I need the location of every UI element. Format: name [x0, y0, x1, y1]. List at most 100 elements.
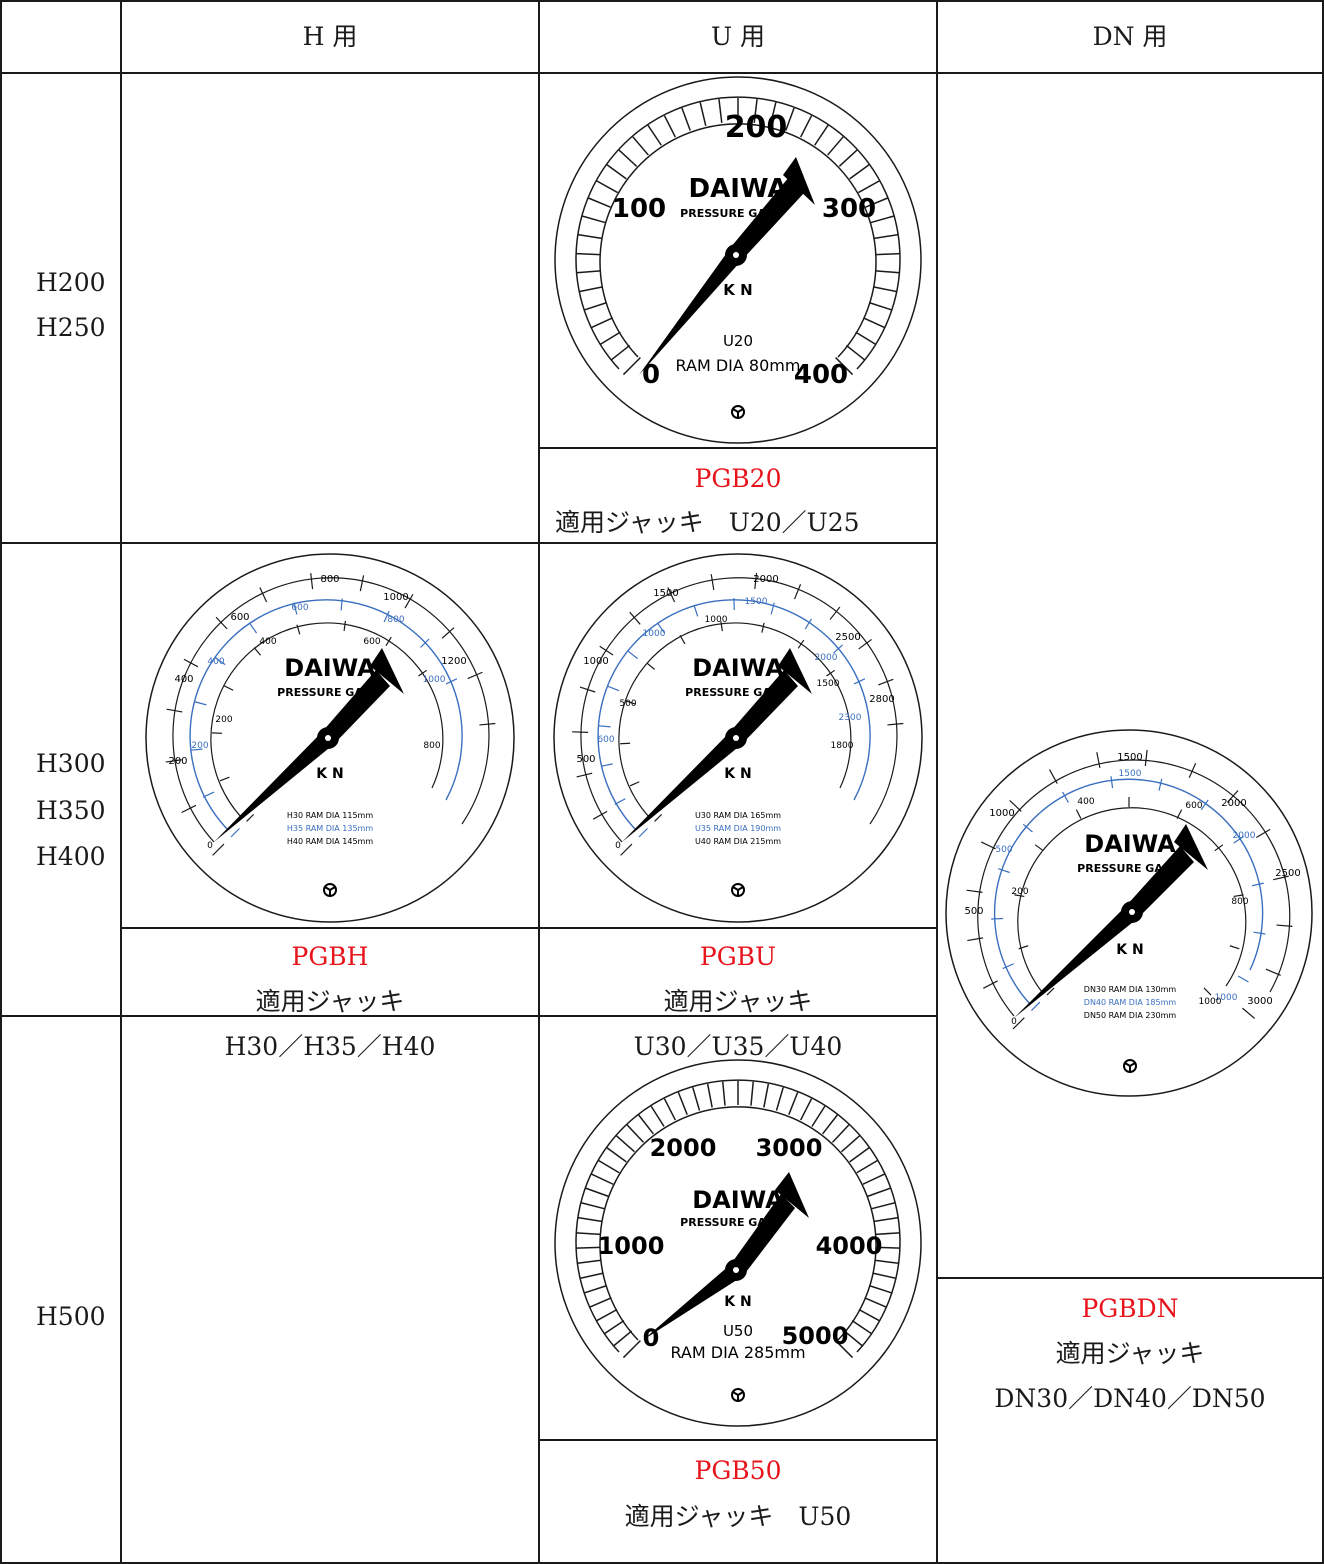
scale-label: 600: [597, 735, 614, 745]
gauge-tick: [799, 1098, 813, 1121]
product-jack-list-pgbh: H30／H35／H40: [224, 1032, 436, 1061]
gauge-tick: [875, 1246, 900, 1249]
gauge-tick: [679, 634, 686, 645]
gauge-tick: [592, 810, 608, 820]
gauge-tick: [827, 136, 844, 156]
gauge-tick: [663, 115, 677, 138]
gauge-tick: [596, 180, 618, 194]
gauge-tick: [1229, 945, 1240, 950]
gauge-tick: [870, 215, 895, 224]
gauge-tick: [875, 252, 900, 256]
scale-label: 500: [576, 754, 595, 765]
row-label-h350: H350: [36, 796, 106, 825]
gauge-tick: [654, 813, 663, 822]
gauge-tick: [599, 331, 621, 346]
scale-label: 1500: [745, 597, 768, 607]
product-code-pgb50: PGB50: [694, 1456, 782, 1485]
gauge-tick: [1188, 762, 1197, 779]
gauge-tick: [615, 1135, 635, 1153]
gauge-tick: [763, 1083, 770, 1108]
gauge-tick: [874, 1259, 899, 1265]
gauge-tick: [618, 149, 638, 167]
product-jack-pgb20: 適用ジャッキ U20／U25: [555, 508, 860, 537]
scale-label: 0: [642, 360, 660, 390]
gauge-tick: [579, 686, 596, 693]
gauge-tick: [858, 180, 880, 194]
gauge-tick: [1226, 790, 1239, 803]
scale-label: 1800: [831, 741, 854, 751]
gauge-tick: [983, 980, 998, 989]
brand-label: DAIWA: [284, 654, 376, 682]
gauge-tick: [310, 573, 314, 590]
gauge-tick: [246, 813, 255, 822]
gauge-tick: [1265, 968, 1281, 976]
gauge-tick: [706, 1083, 713, 1108]
gauge-tick: [183, 658, 199, 668]
product-jack-list-pgbu: U30／U35／U40: [633, 1032, 843, 1061]
gauge-tick: [646, 662, 655, 670]
gauge-tick: [622, 1340, 641, 1359]
gauge-tick: [578, 286, 603, 293]
gauge-tick: [576, 772, 593, 778]
gauge-tick: [1048, 769, 1058, 784]
gauge-tick: [754, 572, 758, 590]
gauge-tick: [580, 1201, 605, 1210]
unit-label: K N: [724, 766, 751, 782]
gauge-tick: [627, 650, 638, 660]
scale-label: 1000: [583, 656, 608, 667]
gauge-tick: [1075, 809, 1082, 819]
gauge-tick: [404, 593, 414, 609]
gauge-tick: [1237, 975, 1249, 983]
gauge-tick: [845, 344, 866, 361]
gauge-tick: [677, 1092, 688, 1115]
scale-label: 200: [215, 715, 232, 725]
scale-label: 1000: [989, 808, 1014, 819]
gauge-tick: [343, 620, 346, 632]
ram-label: RAM DIA 80mm: [676, 356, 801, 375]
gauge-tick: [590, 317, 613, 329]
gauge-tick: [598, 725, 611, 728]
gauge-tick: [814, 124, 829, 146]
gauge-pgbdn: 1500 2000 2500 3000 1000 500 0 1500 2000…: [944, 728, 1314, 1098]
gauge-tick: [841, 1135, 861, 1153]
gauge-tick: [875, 270, 900, 274]
gauge-tick: [296, 624, 301, 635]
subtitle-label: PRESSURE GA: [680, 1216, 766, 1229]
gauge-tick: [991, 917, 1004, 920]
gauge-tick: [1255, 828, 1271, 839]
gauge-tick: [626, 1124, 645, 1143]
scale-label: 200: [191, 741, 208, 751]
ram-label: RAM DIA 285mm: [670, 1343, 805, 1362]
scale-label: 400: [1077, 797, 1094, 807]
gauge-tick: [785, 107, 795, 131]
gauge-tick: [718, 99, 723, 124]
gauge-tick: [849, 1147, 870, 1163]
gauge-tick: [770, 602, 775, 615]
gauge-tick: [811, 1105, 826, 1127]
gauge-tick: [638, 1114, 655, 1135]
gauge-tick: [753, 99, 758, 124]
gauge-tick: [1273, 875, 1289, 881]
gauge-tick: [606, 164, 627, 180]
gauge-tick: [1002, 963, 1014, 970]
gauge-tick: [581, 215, 606, 224]
gauge-tick: [849, 164, 870, 180]
brand-label: DAIWA: [692, 1186, 784, 1214]
scale-label: 400: [794, 360, 848, 390]
gauge-tick: [862, 1173, 885, 1185]
gauge-pgbu: 2000 1500 2500 2800 1000 500 0 1500 2000…: [552, 552, 924, 924]
gauge-tick: [855, 331, 877, 346]
row-label-h250: H250: [36, 313, 106, 342]
gauge-tick: [858, 638, 872, 650]
gauge-tick: [826, 669, 836, 677]
row-label-h400: H400: [36, 842, 106, 871]
gauge-tick: [359, 575, 365, 592]
gauge-tick: [588, 197, 611, 208]
gauge-tick: [632, 136, 649, 156]
gauge-tick: [1009, 800, 1022, 812]
gauge-tick: [219, 776, 230, 782]
product-code-pgbh: PGBH: [291, 942, 369, 971]
unit-label: K N: [316, 766, 343, 782]
gauge-tick: [259, 587, 268, 603]
